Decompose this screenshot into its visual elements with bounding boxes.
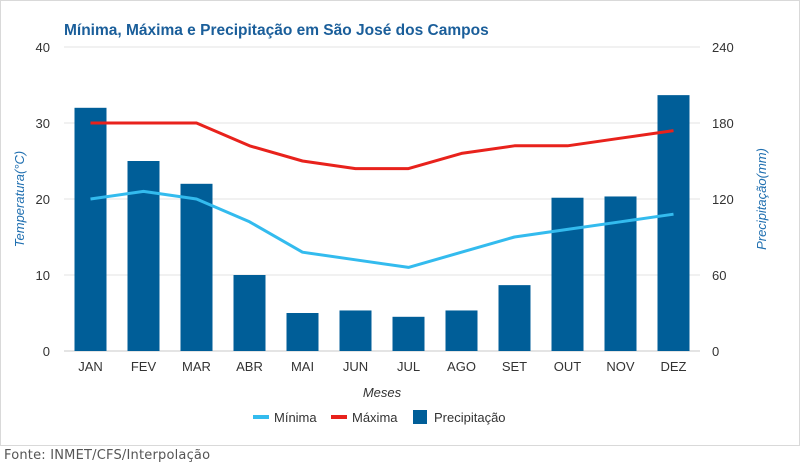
y-left-tick-label: 0 <box>43 344 50 359</box>
legend-minima-label: Mínima <box>274 410 317 425</box>
x-tick-label: NOV <box>606 359 635 374</box>
x-axis-title: Meses <box>363 385 402 400</box>
x-tick-label: JUL <box>397 359 420 374</box>
x-tick-label: JAN <box>78 359 103 374</box>
x-tick-label: ABR <box>236 359 263 374</box>
y-right-tick-label: 240 <box>712 40 734 55</box>
source-note: Fonte: INMET/CFS/Interpolação <box>4 448 211 463</box>
legend-precipitacao-label: Precipitação <box>434 410 506 425</box>
y-left-axis-title: Temperatura(°C) <box>12 151 27 247</box>
minima-line <box>90 189 674 269</box>
precip-bar <box>286 313 319 351</box>
precip-bar <box>180 183 213 351</box>
legend-maxima-label: Máxima <box>352 410 398 425</box>
legend-maxima-swatch <box>331 415 347 419</box>
precip-bar <box>339 310 372 351</box>
precip-bar <box>445 310 478 351</box>
precip-bar <box>233 275 266 351</box>
x-tick-label: FEV <box>131 359 157 374</box>
x-tick-label: DEZ <box>661 359 687 374</box>
precip-bar <box>127 161 160 351</box>
y-left-tick-label: 10 <box>36 268 50 283</box>
precip-bar <box>498 285 531 351</box>
climate-chart: Mínima, Máxima e Precipitação em São Jos… <box>12 22 769 425</box>
maxima-line <box>90 121 674 171</box>
precip-bar <box>551 197 584 351</box>
x-tick-label: JUN <box>343 359 368 374</box>
y-right-tick-label: 60 <box>712 268 726 283</box>
x-tick-label: OUT <box>554 359 582 374</box>
y-right-tick-label: 0 <box>712 344 719 359</box>
x-tick-label: AGO <box>447 359 476 374</box>
precip-bar <box>392 316 425 351</box>
x-tick-label: MAI <box>291 359 314 374</box>
y-left-tick-label: 30 <box>36 116 50 131</box>
legend-precipitacao-swatch <box>413 410 427 424</box>
x-tick-label: MAR <box>182 359 211 374</box>
y-right-tick-label: 180 <box>712 116 734 131</box>
chart-title: Mínima, Máxima e Precipitação em São Jos… <box>64 22 489 39</box>
x-tick-label: SET <box>502 359 527 374</box>
y-left-tick-label: 40 <box>36 40 50 55</box>
y-right-axis-title: Precipitação(mm) <box>754 148 769 250</box>
y-left-tick-label: 20 <box>36 192 50 207</box>
precip-bar <box>74 107 107 351</box>
precip-bar <box>657 95 690 351</box>
legend-minima-swatch <box>253 415 269 419</box>
y-right-tick-label: 120 <box>712 192 734 207</box>
